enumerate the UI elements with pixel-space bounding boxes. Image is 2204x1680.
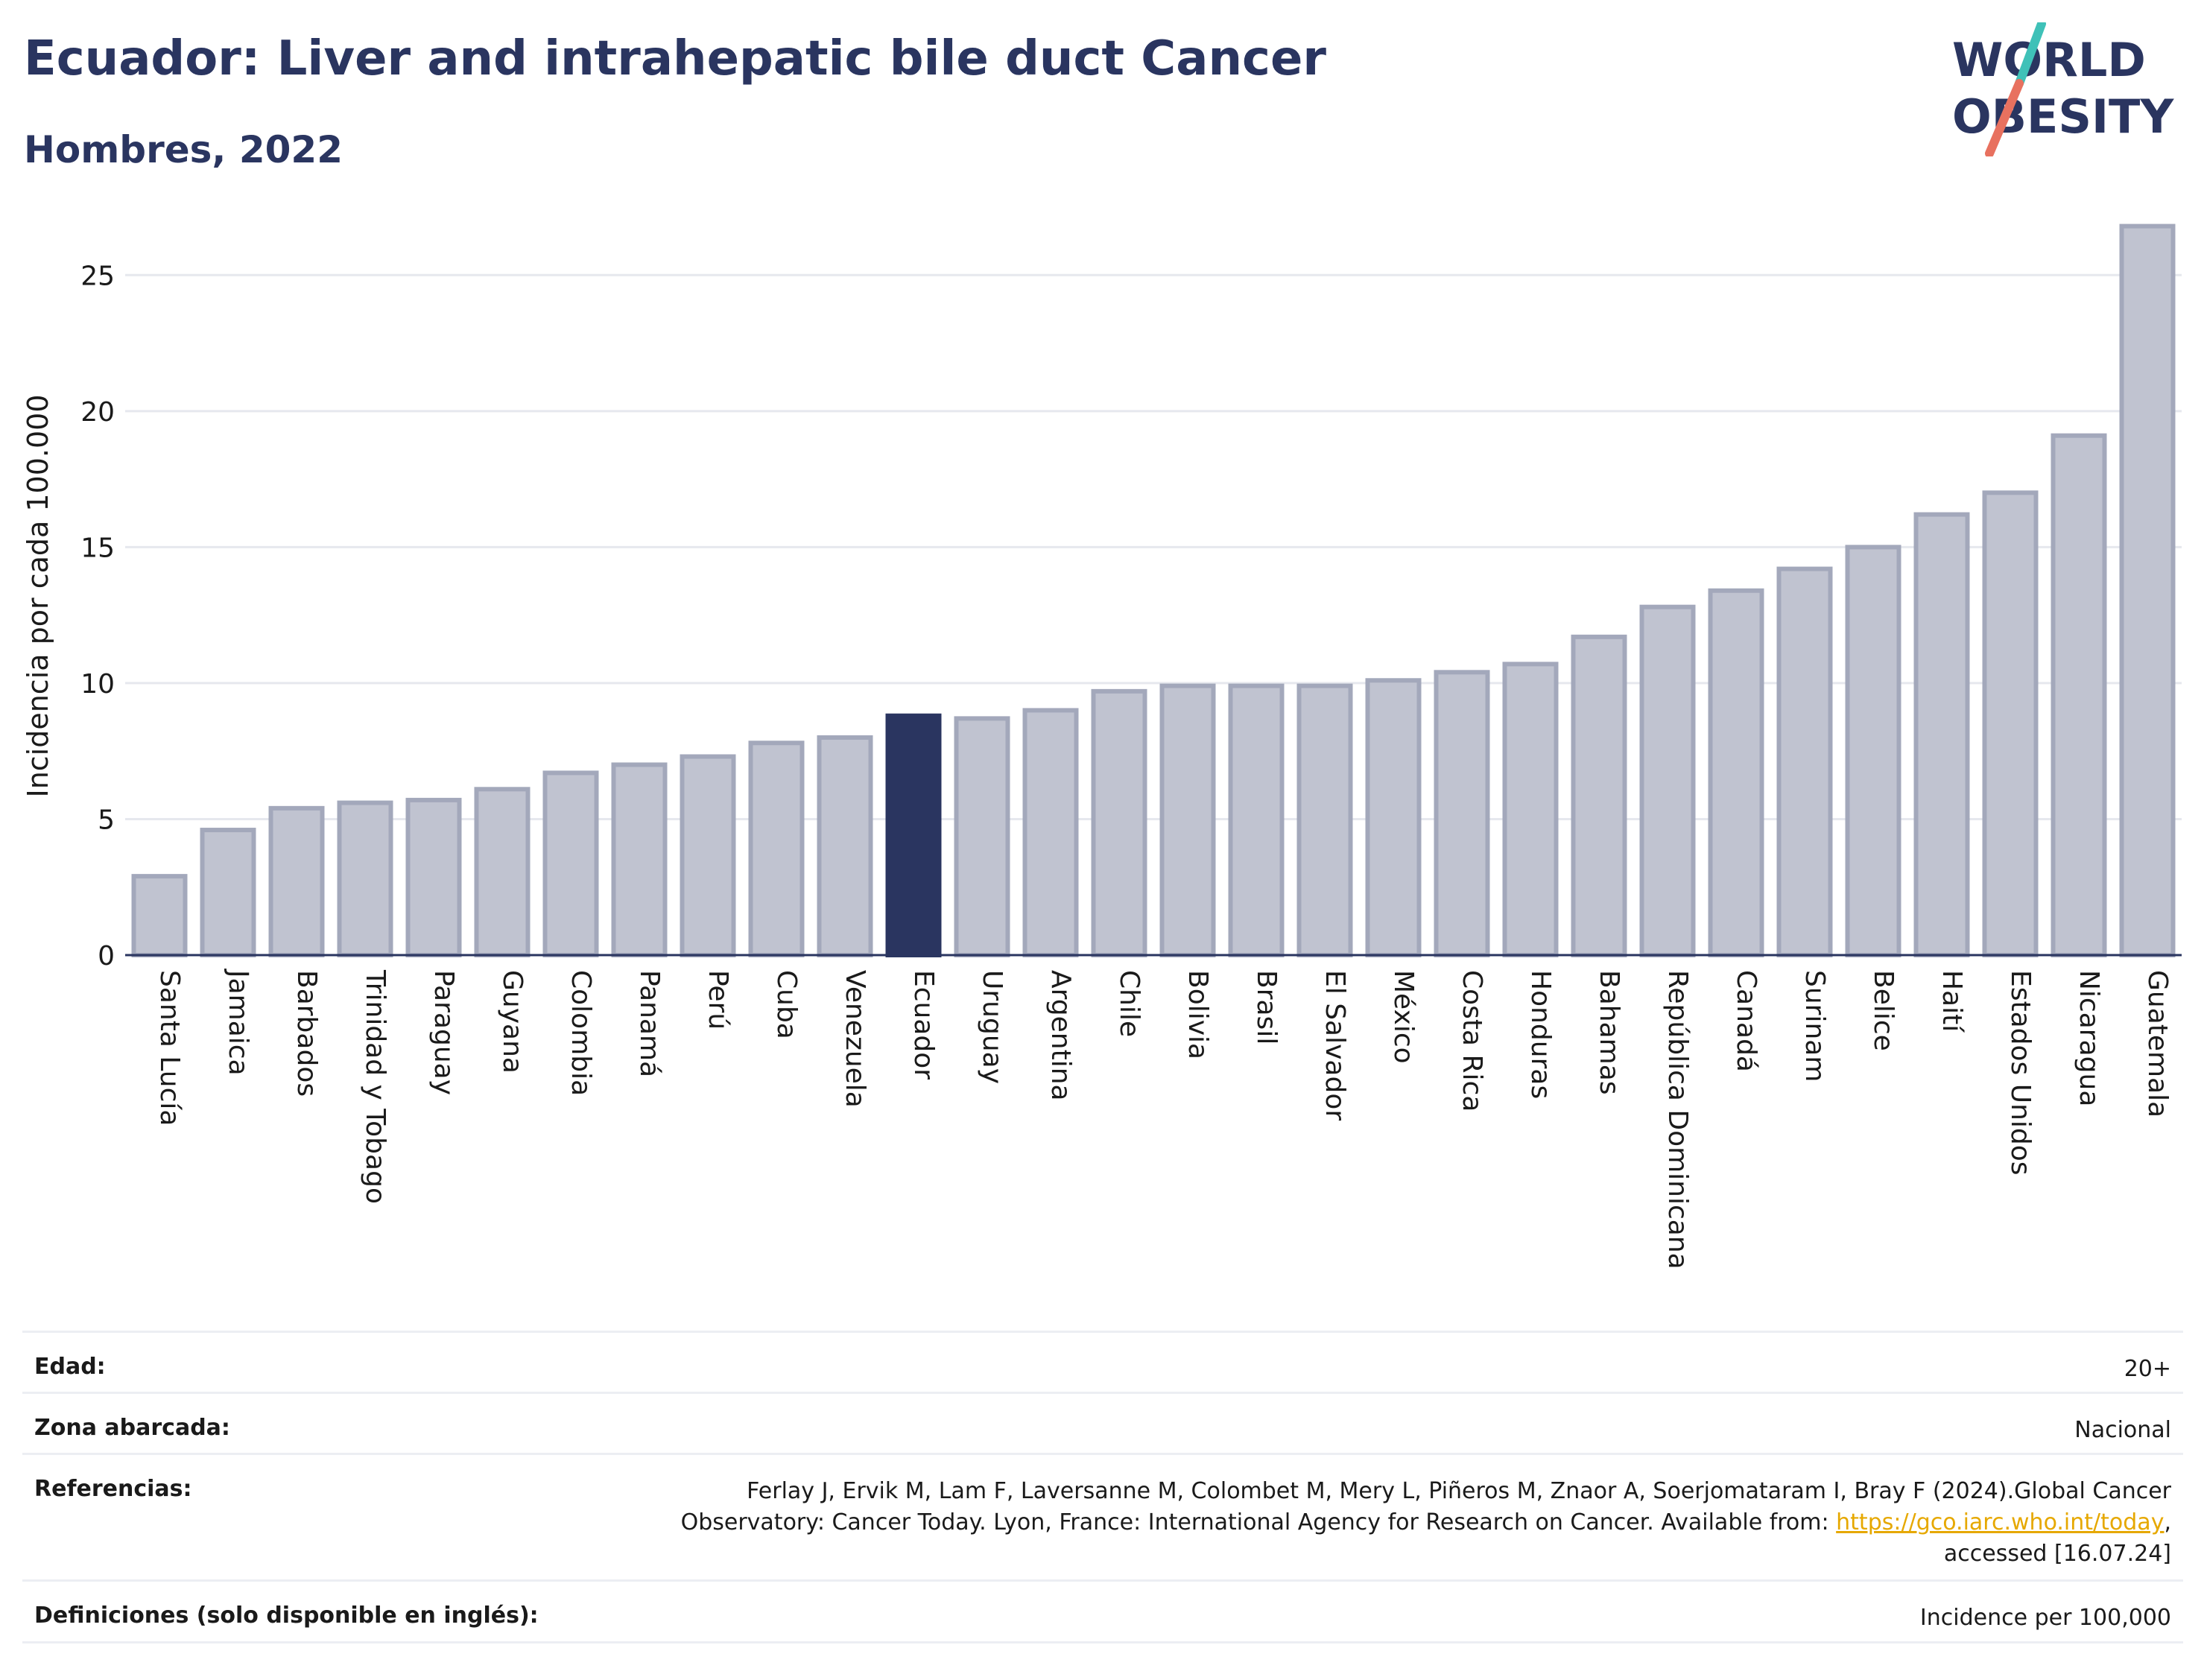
bar xyxy=(954,716,1010,957)
y-tick-label: 0 xyxy=(98,941,115,971)
logo-word-world: WORLD xyxy=(1952,33,2146,87)
x-tick-label: Panamá xyxy=(634,970,665,1077)
bar xyxy=(1571,634,1627,957)
bar xyxy=(680,754,736,957)
x-tick-label: Brasil xyxy=(1251,970,1282,1045)
bar xyxy=(1022,708,1079,957)
x-tick-label: Venezuela xyxy=(840,970,870,1108)
bar xyxy=(1228,683,1285,957)
x-tick-label: El Salvador xyxy=(1320,970,1350,1120)
x-tick-label: Uruguay xyxy=(977,970,1007,1084)
grid-lines xyxy=(125,273,2182,820)
bar xyxy=(1708,588,1764,958)
bar-highlight xyxy=(885,713,942,957)
x-tick-label: Guatemala xyxy=(2142,970,2173,1118)
bar-chart: 0 5 10 15 20 25 Santa Lucía Jamaica Barbados Tri… xyxy=(22,224,2182,1269)
bar xyxy=(748,741,805,957)
bar xyxy=(1091,688,1147,957)
world-obesity-logo: WORLD OBESITY xyxy=(1952,22,2174,156)
x-tick-label: Belice xyxy=(1868,970,1899,1051)
bar xyxy=(1845,545,1901,957)
bar xyxy=(1776,566,1833,957)
page-subtitle: Hombres, 2022 xyxy=(24,128,343,171)
x-tick-label: República Dominicana xyxy=(1662,970,1693,1269)
referencias-value: Ferlay J, Ervik M, Lam F, Laversanne M, … xyxy=(681,1476,2171,1570)
bar xyxy=(1365,678,1422,957)
definiciones-label: Definiciones (solo disponible en inglés)… xyxy=(34,1603,539,1629)
zona-value: Nacional xyxy=(2074,1417,2171,1443)
x-tick-label: Trinidad y Tobago xyxy=(360,969,390,1204)
x-tick-label: Colombia xyxy=(566,970,596,1096)
x-tick-label: Perú xyxy=(703,970,733,1030)
y-tick-label: 25 xyxy=(80,261,115,291)
x-tick-label: Paraguay xyxy=(428,970,459,1095)
x-tick-label: Canadá xyxy=(1731,970,1761,1072)
x-tick-label: Bahamas xyxy=(1594,970,1624,1095)
bar xyxy=(1639,604,1696,958)
info-row-referencias: Referencias: Ferlay J, Ervik M, Lam F, L… xyxy=(22,1453,2183,1580)
bar xyxy=(200,828,256,958)
x-tick-label: Honduras xyxy=(1525,970,1556,1099)
y-tick-label: 5 xyxy=(98,805,115,835)
x-tick-label: Barbados xyxy=(291,970,322,1097)
bar xyxy=(268,805,325,958)
ref-line-3: accessed [16.07.24] xyxy=(1943,1541,2171,1567)
ref-line-2: Observatory: Cancer Today. Lyon, France:… xyxy=(681,1507,2171,1538)
bar xyxy=(1982,490,2039,957)
x-tick-label: Cuba xyxy=(771,970,802,1039)
definiciones-value: Incidence per 100,000 xyxy=(1919,1605,2171,1631)
y-axis-ticks: 0 5 10 15 20 25 xyxy=(80,261,115,971)
info-row-zona: Zona abarcada: Nacional xyxy=(22,1392,2183,1454)
x-tick-label: Haití xyxy=(1937,970,1967,1033)
zona-label: Zona abarcada: xyxy=(34,1415,230,1441)
logo-slash-teal xyxy=(2015,22,2046,88)
bars xyxy=(131,224,2176,958)
bar xyxy=(817,735,873,957)
logo-slash-coral xyxy=(1985,79,2024,156)
page-title: Ecuador: Liver and intrahepatic bile duc… xyxy=(24,31,1326,86)
x-tick-label: Nicaragua xyxy=(2074,970,2104,1106)
x-tick-label: Jamaica xyxy=(223,969,253,1076)
bar xyxy=(337,800,393,957)
x-tick-label: Estados Unidos xyxy=(2005,970,2036,1176)
info-row-definiciones: Definiciones (solo disponible en inglés)… xyxy=(22,1579,2183,1643)
bar xyxy=(1434,670,1490,958)
logo-word-obesity: OBESITY xyxy=(1952,89,2174,144)
bar xyxy=(474,787,531,958)
y-tick-label: 15 xyxy=(80,533,115,563)
y-tick-label: 20 xyxy=(80,397,115,428)
x-tick-label: Guyana xyxy=(497,970,528,1074)
y-axis-title: Incidencia por cada 100.000 xyxy=(22,394,54,797)
ref-line-2-text: Observatory: Cancer Today. Lyon, France:… xyxy=(680,1509,1837,1535)
x-tick-label: Ecuador xyxy=(908,970,939,1080)
bar xyxy=(405,797,462,958)
x-tick-label: Santa Lucía xyxy=(154,970,185,1126)
bar xyxy=(611,762,668,958)
ref-line-1: Ferlay J, Ervik M, Lam F, Laversanne M, … xyxy=(747,1478,2171,1504)
bar xyxy=(1913,512,1970,957)
bar xyxy=(131,874,188,958)
x-tick-label: Chile xyxy=(1114,970,1144,1037)
x-tick-label: Argentina xyxy=(1045,970,1076,1101)
referencias-label: Referencias: xyxy=(34,1476,192,1502)
bar xyxy=(1159,683,1216,957)
bar xyxy=(2051,433,2107,957)
bar xyxy=(1502,662,1559,957)
x-tick-label: Costa Rica xyxy=(1457,970,1487,1112)
x-tick-label: Surinam xyxy=(1799,970,1830,1082)
bar xyxy=(1296,683,1353,957)
x-axis-labels: Santa Lucía Jamaica Barbados Trinidad y Tob… xyxy=(154,969,2173,1269)
bar xyxy=(542,770,599,957)
info-row-edad: Edad: 20+ xyxy=(22,1331,2183,1392)
y-tick-label: 10 xyxy=(80,669,115,700)
edad-value: 20+ xyxy=(2124,1356,2171,1382)
gco-link[interactable]: https://gco.iarc.who.int/today xyxy=(1836,1509,2165,1535)
edad-label: Edad: xyxy=(34,1354,106,1380)
bar xyxy=(2119,224,2176,958)
ref-line-2-end: , xyxy=(2164,1509,2171,1535)
x-tick-label: Bolivia xyxy=(1182,970,1213,1059)
x-tick-label: México xyxy=(1388,970,1419,1064)
